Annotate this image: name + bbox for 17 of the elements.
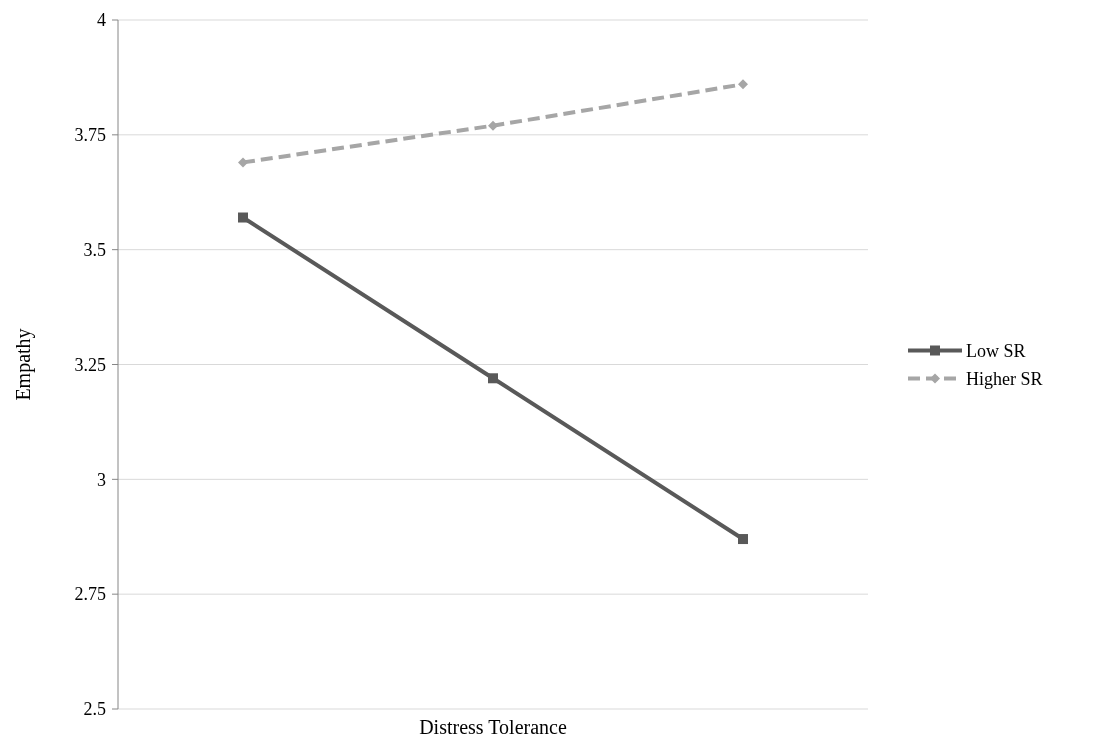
point <box>738 79 748 90</box>
point <box>488 373 498 384</box>
legend-label: Low SR <box>966 340 1026 361</box>
y-tick-label: 2.5 <box>83 699 106 720</box>
x-axis-title: Distress Tolerance <box>419 716 567 738</box>
y-tick-label: 2.75 <box>74 584 106 605</box>
y-tick-label: 3.25 <box>74 354 106 375</box>
y-tick-label: 4 <box>97 10 106 31</box>
y-tick-label: 3.75 <box>74 125 106 146</box>
y-tick-label: 3 <box>97 469 106 490</box>
y-axis-title: Empathy <box>12 328 35 401</box>
point <box>488 120 498 131</box>
legend-label: Higher SR <box>966 368 1043 389</box>
y-tick-label: 3.5 <box>83 239 106 260</box>
point <box>238 157 248 168</box>
point <box>238 212 248 223</box>
point <box>738 534 748 545</box>
